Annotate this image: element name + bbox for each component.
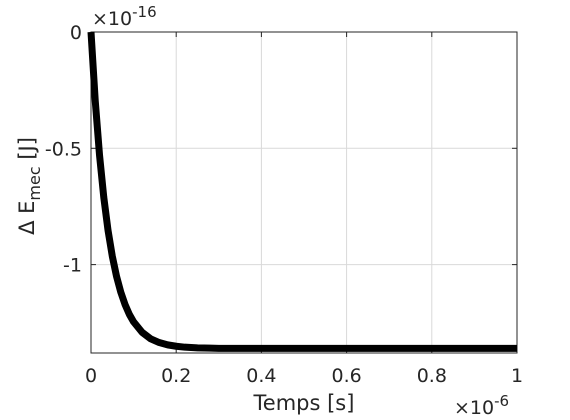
x-axis-title: Temps [s]	[253, 391, 355, 415]
y-axis-multiplier: ×10-16	[92, 3, 157, 30]
y-tick-label: -0.5	[45, 138, 82, 160]
plot-area	[90, 31, 518, 354]
x-tick-label: 0.2	[161, 365, 191, 387]
x-tick-label: 0	[85, 365, 97, 387]
grid	[90, 31, 518, 353]
series-line	[87, 31, 517, 352]
x-tick-label: 0.4	[246, 365, 276, 387]
x-tick-label: 1	[511, 365, 523, 387]
series-group	[87, 31, 517, 352]
axis-ticks: 0 0.2 0.4 0.6 0.8 1 0 -0.5 -1	[45, 22, 523, 387]
x-tick-label: 0.8	[417, 365, 447, 387]
x-axis-multiplier: ×10-6	[454, 392, 509, 419]
y-tick-label: 0	[70, 22, 82, 44]
y-tick-label: -1	[63, 255, 82, 277]
x-tick-label: 0.6	[331, 365, 361, 387]
y-axis-title: Δ Emec [J]	[15, 137, 44, 235]
